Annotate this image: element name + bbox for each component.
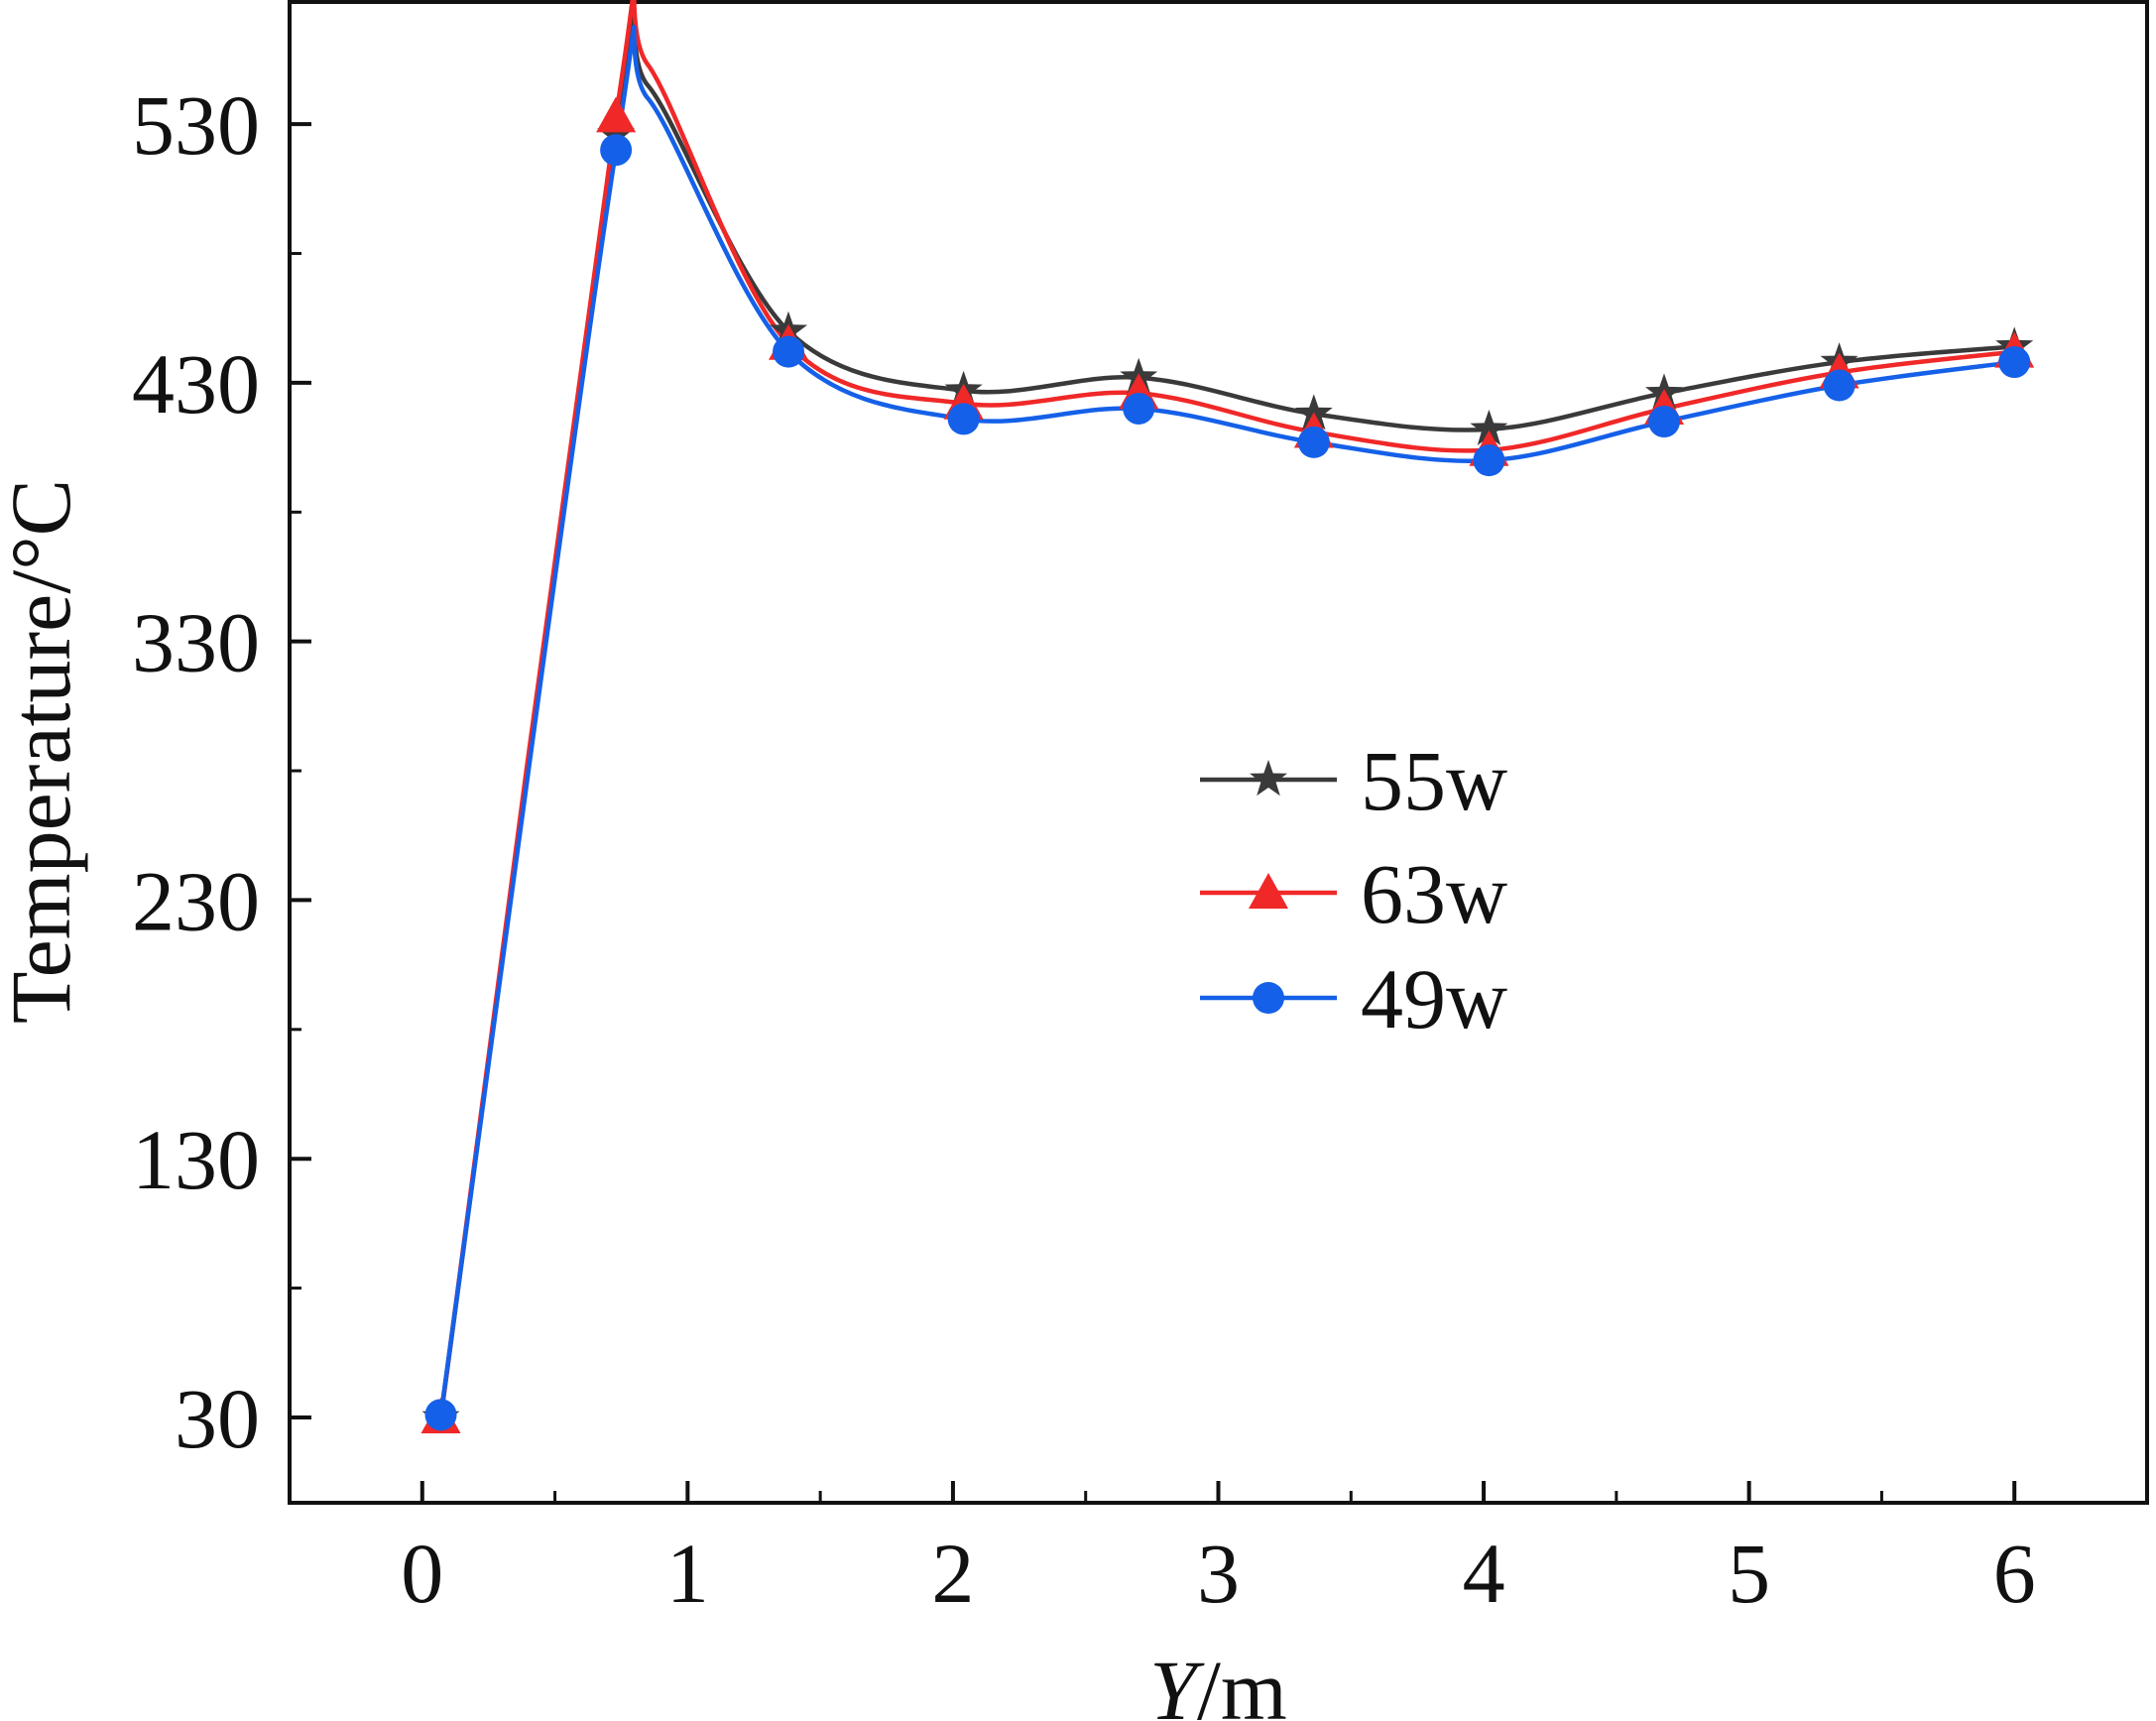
data-point-55w bbox=[1470, 409, 1508, 445]
data-point-49w bbox=[1297, 426, 1330, 458]
data-point-49w bbox=[773, 335, 805, 368]
data-point-63w bbox=[596, 96, 637, 133]
data-point-49w bbox=[600, 134, 633, 167]
legend-label-63w: 63w bbox=[1361, 846, 1507, 941]
x-tick-label: 3 bbox=[1197, 1526, 1240, 1621]
legend-label-55w: 55w bbox=[1361, 733, 1507, 828]
x-tick-label: 5 bbox=[1728, 1526, 1770, 1621]
series-line-49w bbox=[438, 24, 2015, 1415]
data-point-49w bbox=[1823, 369, 1856, 402]
data-point-49w bbox=[1473, 444, 1505, 477]
y-tick-label: 530 bbox=[132, 77, 260, 173]
x-axis-title-variable: Y bbox=[1149, 1643, 1205, 1721]
y-axis: 30 130 230 330 430 530 bbox=[132, 77, 311, 1466]
x-tick-label: 1 bbox=[666, 1526, 709, 1621]
data-point-49w bbox=[1648, 406, 1681, 438]
y-tick-label: 230 bbox=[132, 853, 260, 948]
data-point-49w bbox=[1123, 392, 1155, 425]
data-point-55w bbox=[597, 114, 636, 151]
data-point-49w bbox=[424, 1399, 457, 1431]
data-point-55w bbox=[1294, 394, 1333, 430]
data-point-49w bbox=[947, 403, 980, 435]
legend: 55w 63w 49w bbox=[1200, 733, 1507, 1046]
series-line-55w bbox=[438, 9, 2015, 1418]
x-tick-label: 2 bbox=[931, 1526, 974, 1621]
legend-marker-63w bbox=[1249, 873, 1288, 909]
plot-frame bbox=[288, 0, 2149, 1505]
data-point-49w bbox=[1998, 346, 2031, 379]
legend-marker-55w bbox=[1250, 760, 1287, 797]
legend-label-49w: 49w bbox=[1361, 951, 1507, 1046]
x-tick-label: 6 bbox=[1993, 1526, 2036, 1621]
series-line-63w bbox=[438, 0, 2015, 1418]
y-tick-label: 30 bbox=[175, 1371, 260, 1466]
x-axis-title: Y/m bbox=[1149, 1643, 1287, 1721]
legend-marker-49w bbox=[1253, 982, 1284, 1014]
x-tick-label: 0 bbox=[401, 1526, 443, 1621]
x-axis-title-unit: /m bbox=[1197, 1643, 1287, 1721]
y-tick-label: 130 bbox=[132, 1112, 260, 1207]
x-axis: 0 1 2 3 4 5 6 bbox=[288, 1481, 2149, 1621]
series-lines bbox=[438, 0, 2015, 1418]
series-markers bbox=[420, 96, 2035, 1434]
y-tick-label: 330 bbox=[132, 595, 260, 690]
y-axis-title: Temperature/°C bbox=[0, 479, 88, 1024]
x-tick-label: 4 bbox=[1463, 1526, 1505, 1621]
y-tick-label: 430 bbox=[132, 336, 260, 431]
